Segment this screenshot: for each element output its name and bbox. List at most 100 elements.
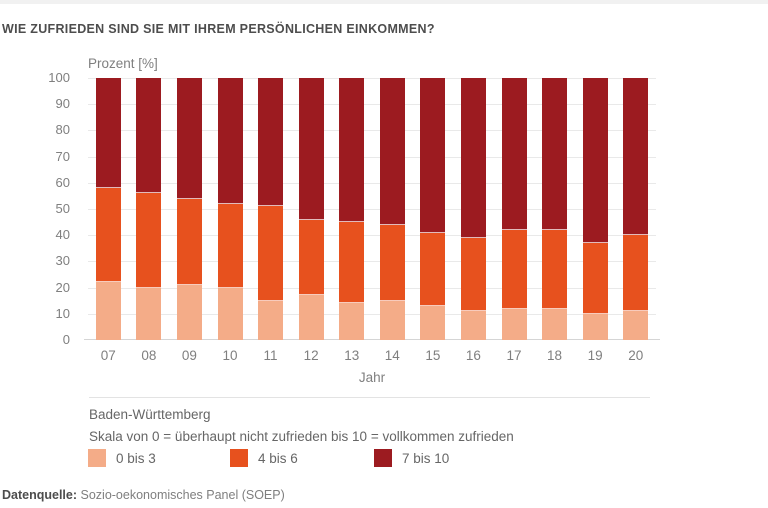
x-tick-label-07: 07 — [100, 348, 116, 363]
bar-20-segment-4-bis-6 — [623, 235, 649, 312]
bar-20 — [623, 78, 649, 340]
gridline-80 — [88, 130, 656, 132]
bar-17-segment-0-bis-3 — [501, 308, 527, 340]
legend-label: 0 bis 3 — [116, 450, 156, 466]
bar-17-segment-7-bis-10 — [501, 78, 527, 230]
bar-14-segment-7-bis-10 — [379, 78, 405, 225]
bar-13-segment-4-bis-6 — [339, 222, 365, 304]
x-tick-label-08: 08 — [141, 348, 157, 363]
bar-13 — [339, 78, 365, 340]
plot-area: Jahr 07 08 09 10 11 12 13 14 15 16 17 18 19 20 — [84, 78, 660, 385]
bar-10 — [217, 78, 243, 340]
bar-18-segment-0-bis-3 — [542, 308, 568, 340]
x-tick-label-12: 12 — [303, 348, 319, 363]
bar-09-segment-7-bis-10 — [176, 78, 202, 199]
legend-label: 4 bis 6 — [258, 450, 298, 466]
bar-09-segment-4-bis-6 — [176, 198, 202, 285]
x-tick-label-17: 17 — [506, 348, 522, 363]
bar-15-segment-0-bis-3 — [420, 305, 446, 340]
x-tick-label-20: 20 — [628, 348, 644, 363]
y-tick-label-70: 70 — [55, 148, 70, 164]
x-tick-label-09: 09 — [181, 348, 197, 363]
y-tick-label-30: 30 — [55, 253, 70, 269]
bar-14-segment-4-bis-6 — [379, 224, 405, 301]
gridline-20 — [88, 287, 656, 289]
bar-15 — [420, 78, 446, 340]
bar-11-segment-0-bis-3 — [258, 300, 284, 340]
bar-14-segment-0-bis-3 — [379, 300, 405, 340]
y-tick-label-20: 20 — [55, 279, 70, 295]
legend-label: 7 bis 10 — [402, 450, 450, 466]
gridline-100 — [88, 78, 656, 79]
data-source-footer: Datenquelle: Sozio-oekonomisches Panel (… — [2, 488, 285, 502]
x-tick-label-10: 10 — [222, 348, 238, 363]
legend-swatch-light — [88, 449, 106, 467]
bar-18-segment-7-bis-10 — [542, 78, 568, 230]
y-tick-label-40: 40 — [55, 227, 70, 243]
chart-legend: 0 bis 3 4 bis 6 7 bis 10 — [88, 449, 449, 467]
bar-07 — [95, 78, 121, 340]
gridline-50 — [88, 209, 656, 210]
bar-12-segment-0-bis-3 — [298, 295, 324, 340]
x-axis-baseline — [84, 339, 660, 340]
bar-16 — [460, 78, 486, 340]
bar-07-segment-4-bis-6 — [95, 188, 121, 283]
gridline-10 — [88, 313, 656, 315]
legend-swatch-orange — [230, 449, 248, 467]
gridline-60 — [88, 182, 656, 184]
legend-swatch-darkred — [374, 449, 392, 467]
bar-10-segment-0-bis-3 — [217, 287, 243, 340]
legend-item-7-bis-10: 7 bis 10 — [374, 449, 449, 467]
y-axis-unit-label: Prozent [%] — [88, 56, 158, 71]
bar-08-segment-4-bis-6 — [136, 193, 162, 288]
bar-09 — [176, 78, 202, 340]
bar-10-segment-4-bis-6 — [217, 203, 243, 288]
bar-08-segment-7-bis-10 — [136, 78, 162, 194]
y-tick-label-0: 0 — [62, 332, 70, 347]
gridline-40 — [88, 235, 656, 237]
top-border-strip — [0, 0, 768, 4]
bar-19 — [582, 78, 608, 340]
gridline-90 — [88, 104, 656, 106]
legend-item-0-bis-3: 0 bis 3 — [88, 449, 230, 467]
note-scale-description: Skala von 0 = überhaupt nicht zufrieden … — [89, 429, 514, 444]
bar-16-segment-0-bis-3 — [460, 311, 486, 340]
bar-13-segment-0-bis-3 — [339, 303, 365, 340]
bar-08-segment-0-bis-3 — [136, 287, 162, 340]
y-tick-label-50: 50 — [55, 201, 70, 216]
data-source-text: Sozio-oekonomisches Panel (SOEP) — [80, 488, 285, 502]
x-tick-label-18: 18 — [547, 348, 563, 363]
note-region-name: Baden-Württemberg — [89, 407, 211, 422]
x-axis-title: Jahr — [358, 370, 386, 385]
x-tick-label-13: 13 — [344, 348, 360, 363]
bar-08 — [136, 78, 162, 340]
y-tick-label-100: 100 — [48, 70, 70, 85]
legend-separator-line — [89, 397, 650, 398]
bar-16-segment-7-bis-10 — [460, 78, 486, 238]
bar-07-segment-0-bis-3 — [95, 282, 121, 340]
legend-item-4-bis-6: 4 bis 6 — [230, 449, 374, 467]
bar-16-segment-4-bis-6 — [460, 237, 486, 312]
x-tick-label-19: 19 — [587, 348, 603, 363]
y-tick-label-60: 60 — [55, 174, 70, 190]
y-tick-label-80: 80 — [55, 122, 70, 138]
bar-11-segment-7-bis-10 — [258, 78, 284, 207]
bar-19-segment-0-bis-3 — [582, 313, 608, 340]
bar-12 — [298, 78, 324, 340]
x-tick-label-15: 15 — [425, 348, 441, 363]
gridline-30 — [88, 261, 656, 263]
bar-14 — [379, 78, 405, 340]
bar-19-segment-7-bis-10 — [582, 78, 608, 244]
bar-18 — [542, 78, 568, 340]
bar-10-segment-7-bis-10 — [217, 78, 243, 204]
bar-17 — [501, 78, 527, 340]
y-tick-label-90: 90 — [55, 96, 70, 112]
bar-18-segment-4-bis-6 — [542, 229, 568, 309]
y-tick-label-10: 10 — [55, 305, 70, 321]
bar-13-segment-7-bis-10 — [339, 78, 365, 223]
bar-07-segment-7-bis-10 — [95, 78, 121, 189]
bar-12-segment-7-bis-10 — [298, 78, 324, 220]
bar-17-segment-4-bis-6 — [501, 229, 527, 309]
x-tick-label-11: 11 — [263, 348, 278, 363]
